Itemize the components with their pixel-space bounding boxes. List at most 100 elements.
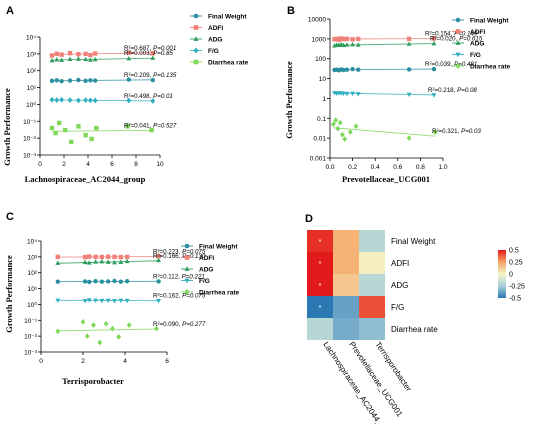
data-point [83, 57, 88, 61]
data-point [407, 37, 411, 41]
regression-annotation: R²=0.166, P=0.130 [153, 253, 206, 260]
fit-line [52, 58, 153, 60]
panel-label-b: B [287, 5, 295, 17]
legend-label: F/G [470, 52, 481, 59]
legend-swatch [193, 36, 198, 41]
heatmap-cell [333, 252, 359, 274]
panel-label-d: D [305, 213, 313, 225]
data-point [56, 255, 60, 259]
data-point [81, 319, 86, 325]
legend-swatch [456, 18, 461, 23]
heatmap-cell [333, 230, 359, 252]
y-tick-label: 10⁴ [26, 35, 36, 42]
regression-annotation: R²=0.112, P=0.221 [153, 273, 205, 280]
panel-label-c: C [6, 211, 14, 223]
x-tick-label: 0 [39, 358, 43, 365]
data-point [55, 52, 59, 56]
legend-swatch [185, 255, 190, 260]
legend-label: ADG [208, 37, 222, 44]
data-point [340, 132, 345, 138]
y-tick-label: 0.001 [310, 156, 327, 163]
data-point [119, 280, 123, 284]
heatmap-cell [359, 274, 385, 296]
data-point [350, 37, 354, 41]
data-point [97, 340, 102, 346]
y-tick-label: 1000 [312, 36, 327, 43]
data-point [55, 299, 60, 303]
x-tick-label: 0.2 [348, 164, 357, 171]
data-point [76, 98, 81, 104]
data-point [68, 51, 72, 55]
data-point [350, 67, 354, 71]
data-point [91, 322, 96, 328]
data-point [350, 42, 355, 46]
data-point [76, 78, 80, 82]
data-point [85, 333, 90, 339]
x-tick-label: 2 [62, 161, 66, 168]
data-point [83, 299, 88, 303]
data-point [68, 57, 73, 61]
data-point [125, 255, 129, 259]
data-point [354, 123, 359, 129]
y-tick-label: 10² [27, 68, 37, 75]
regression-annotation: R²=0.003, P=0.85 [124, 50, 173, 57]
x-tick-label: 4 [86, 161, 90, 168]
significance-mark: * [319, 261, 322, 268]
legend-label: ADFI [199, 255, 214, 262]
x-tick-label: 0 [38, 161, 42, 168]
data-point [55, 78, 59, 82]
data-point [348, 129, 353, 135]
x-tick-label: 0.8 [416, 164, 425, 171]
data-point [110, 326, 115, 332]
data-point [345, 67, 349, 71]
data-point [83, 79, 87, 83]
data-point [93, 78, 97, 82]
legend-swatch [194, 25, 199, 30]
data-point [345, 42, 350, 46]
y-tick-label: 10⁴ [27, 239, 37, 246]
data-point [93, 98, 98, 104]
legend-label: Diarrhea rate [208, 60, 248, 67]
y-tick-label: 0.01 [313, 136, 326, 143]
y-tick-label: 10¹ [27, 85, 37, 92]
data-point [112, 255, 116, 259]
regression-annotation: R²=0.209, P=0.135 [124, 72, 177, 79]
data-point [93, 255, 97, 259]
x-tick-label: 6 [165, 358, 169, 365]
y-tick-label: 100 [315, 56, 326, 63]
legend-label: Diarrhea rate [199, 290, 239, 297]
data-point [125, 259, 130, 263]
data-point [127, 322, 132, 328]
data-point [106, 279, 110, 283]
fit-line [335, 39, 434, 40]
data-point [83, 260, 88, 264]
legend-swatch [456, 29, 461, 34]
heatmap-cell [359, 296, 385, 318]
data-point [116, 334, 121, 340]
y-tick-label: 10⁻³ [23, 153, 37, 160]
legend-label: F/G [199, 278, 210, 285]
x-tick-label: 0.0 [325, 164, 334, 171]
data-point [56, 280, 60, 284]
panel-a-ylabel: Growth Performance [2, 88, 12, 166]
data-point [55, 329, 60, 335]
data-point [68, 78, 72, 82]
x-tick-label: 2 [81, 358, 85, 365]
legend-label: F/G [208, 48, 219, 55]
y-tick-label: 10³ [27, 51, 37, 58]
data-point [335, 126, 340, 132]
data-point [88, 53, 92, 57]
data-point [100, 255, 104, 259]
significance-mark: * [319, 283, 322, 290]
y-tick-label: 10⁻¹ [23, 119, 37, 126]
legend-swatch [455, 53, 460, 58]
heatmap-cell [333, 318, 359, 340]
regression-annotation: R²=0.218, P=0.08 [428, 87, 477, 94]
heatmap-cell [333, 296, 359, 318]
data-point [50, 126, 54, 130]
heatmap-cell [359, 230, 385, 252]
